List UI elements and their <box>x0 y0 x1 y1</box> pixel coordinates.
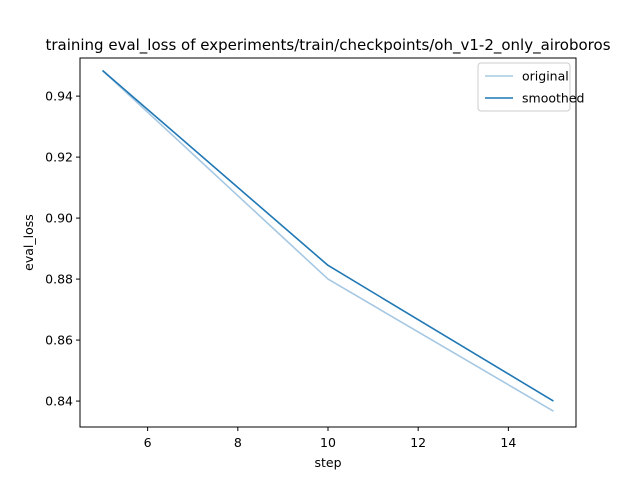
y-tick-label: 0.86 <box>45 333 73 348</box>
chart-title: training eval_loss of experiments/train/… <box>45 36 610 55</box>
y-axis-ticks: 0.84 0.86 0.88 0.90 0.92 0.94 <box>45 89 80 409</box>
legend-label-original: original <box>522 69 569 84</box>
y-axis-label: eval_loss <box>21 214 36 271</box>
series-line-original <box>102 69 554 412</box>
legend-label-smoothed: smoothed <box>522 91 584 106</box>
y-tick-label: 0.94 <box>45 89 73 104</box>
legend-box <box>477 62 571 112</box>
legend: original smoothed <box>477 62 584 112</box>
x-tick-label: 10 <box>320 435 336 450</box>
x-axis-label: step <box>314 455 341 470</box>
axes-frame <box>79 57 577 428</box>
y-tick-label: 0.84 <box>45 394 73 409</box>
x-axis-ticks: 6 8 10 12 14 <box>144 427 516 450</box>
y-tick-label: 0.92 <box>45 150 73 165</box>
series-layer <box>102 69 554 412</box>
x-tick-label: 6 <box>144 435 152 450</box>
series-line-smoothed <box>102 69 554 402</box>
y-tick-label: 0.90 <box>45 211 73 226</box>
plot-area: 6 8 10 12 14 0.84 0.86 0.88 0.90 0.92 0.94 <box>45 57 577 450</box>
x-tick-label: 14 <box>500 435 516 450</box>
y-tick-label: 0.88 <box>45 272 73 287</box>
x-tick-label: 8 <box>234 435 242 450</box>
x-tick-label: 12 <box>410 435 426 450</box>
